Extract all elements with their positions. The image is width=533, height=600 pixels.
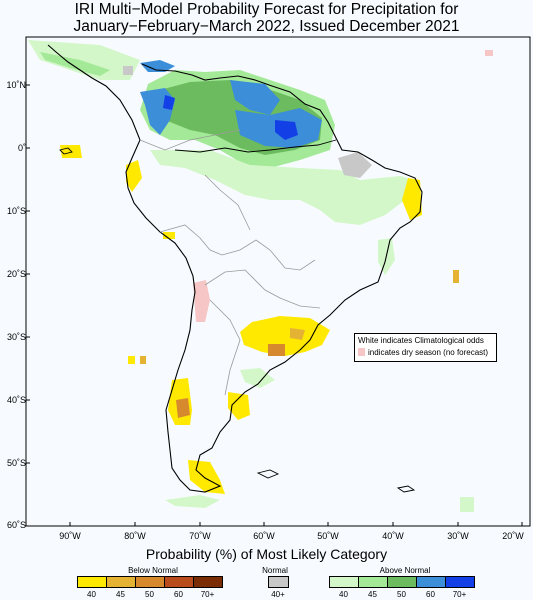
- above-normal-label: Above Normal: [379, 566, 431, 575]
- lat-label-0: 0˚: [17, 143, 26, 153]
- normal-tick-0: 40+: [271, 590, 285, 599]
- lat-label-10s: 10˚S: [6, 206, 26, 216]
- lat-label-40s: 40˚S: [6, 395, 26, 405]
- dry-season-swatch: [358, 348, 365, 356]
- below-normal-tick-0: 40: [87, 590, 96, 599]
- legend-title: Probability (%) of Most Likely Category: [145, 546, 388, 562]
- above-normal-tick-0: 40: [339, 590, 348, 599]
- map-title-line1: IRI Multi−Model Probability Forecast for…: [74, 1, 459, 18]
- above-normal-tick-2: 50: [397, 590, 406, 599]
- lon-label-30w: 30˚W: [447, 531, 469, 541]
- below-normal-swatch-4: [193, 576, 223, 588]
- below-normal-tick-1: 45: [116, 590, 125, 599]
- amazon-river: [174, 139, 337, 153]
- lon-label-40w: 40˚W: [382, 531, 404, 541]
- country-borders: [139, 129, 321, 396]
- above-normal-swatch-3: [416, 576, 446, 588]
- lat-label-10n: 10˚N: [6, 80, 26, 90]
- below-normal-region: [60, 145, 459, 494]
- below-normal-tick-4: 70+: [200, 590, 215, 599]
- below-normal-swatch-2: [135, 576, 165, 588]
- above-normal-swatch-0: [329, 576, 359, 588]
- axis-ticks: [26, 84, 523, 526]
- map-title-line2: January−February−March 2022, Issued Dece…: [73, 18, 460, 35]
- lon-label-60w: 60˚W: [253, 531, 275, 541]
- lon-label-90w: 90˚W: [59, 531, 81, 541]
- above-normal-swatch-2: [387, 576, 417, 588]
- dry-season-region: [193, 50, 493, 322]
- lon-label-80w: 80˚W: [124, 531, 146, 541]
- above-normal-tick-3: 60: [426, 590, 435, 599]
- below-normal-swatch-1: [106, 576, 136, 588]
- legend-note-box: White indicates Climatological odds indi…: [354, 333, 497, 362]
- normal-region: [123, 66, 372, 178]
- below-normal-tick-3: 60: [174, 590, 183, 599]
- normal-swatch-0: [268, 576, 289, 588]
- lat-label-50s: 50˚S: [6, 458, 26, 468]
- below-normal-label: Below Normal: [128, 566, 178, 575]
- lat-label-20s: 20˚S: [6, 269, 26, 279]
- normal-label: Normal: [262, 566, 288, 575]
- climatological-odds-note: White indicates Climatological odds: [358, 336, 484, 345]
- dry-season-note: indicates dry season (no forecast): [368, 348, 489, 357]
- below-normal-swatch-3: [164, 576, 194, 588]
- above-normal-north-region: [28, 40, 474, 512]
- galapagos: [59, 147, 73, 155]
- above-normal-swatch-4: [445, 576, 475, 588]
- falkland-islands: [256, 469, 280, 479]
- lon-label-70w: 70˚W: [189, 531, 211, 541]
- below-normal-swatch-0: [77, 576, 107, 588]
- above-normal-swatch-1: [358, 576, 388, 588]
- dry-season-note-row: indicates dry season (no forecast): [358, 347, 493, 359]
- below-normal-tick-2: 50: [145, 590, 154, 599]
- above-normal-tick-1: 45: [368, 590, 377, 599]
- south-georgia: [396, 485, 416, 493]
- lat-label-60s: 60˚S: [6, 520, 26, 530]
- above-normal-tick-4: 70+: [452, 590, 467, 599]
- lat-label-30s: 30˚S: [6, 332, 26, 342]
- lon-label-50w: 50˚W: [317, 531, 339, 541]
- lon-label-20w: 20˚W: [502, 531, 524, 541]
- south-america-coastline: [47, 44, 423, 493]
